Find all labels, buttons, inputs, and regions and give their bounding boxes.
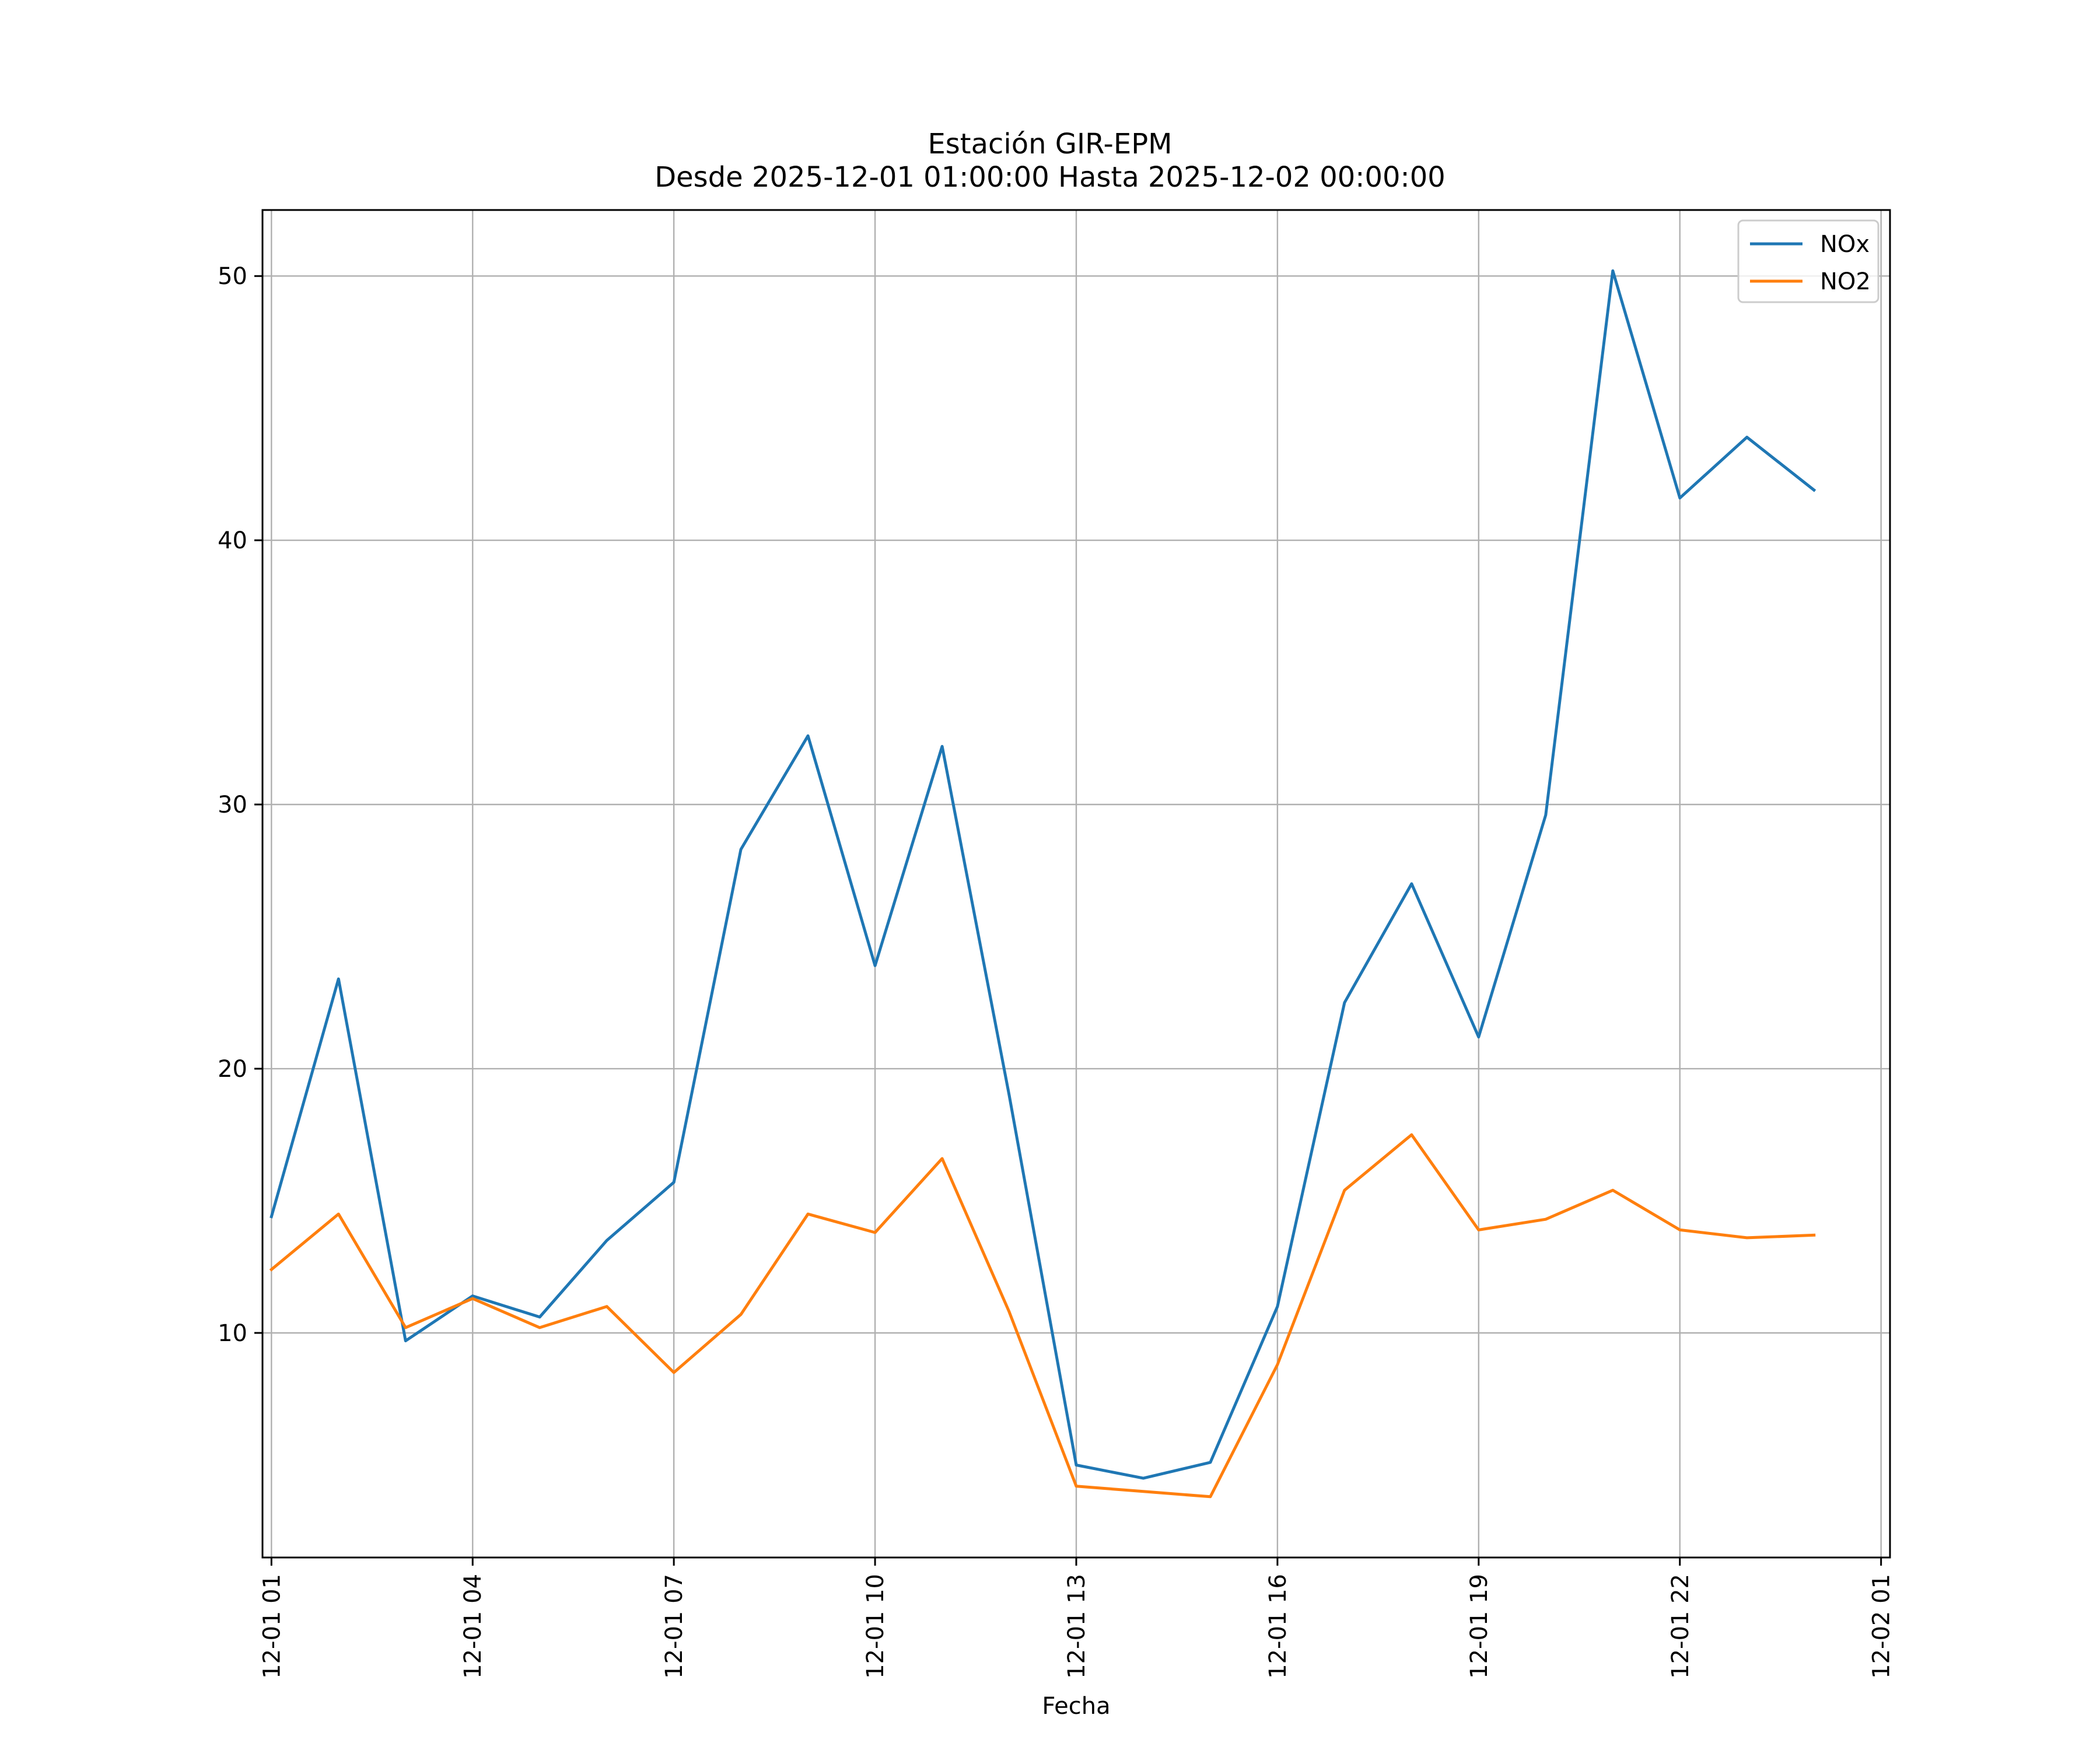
legend: NOx NO2	[1737, 219, 1880, 303]
x-axis-label: Fecha	[1042, 1693, 1110, 1720]
chart-subtitle: Desde 2025-12-01 01:00:00 Hasta 2025-12-…	[654, 161, 1446, 194]
x-tick-label: 12-01 22	[1667, 1574, 1694, 1679]
x-tick-label: 12-01 19	[1466, 1574, 1493, 1679]
series-line-nox	[270, 269, 1817, 1480]
legend-label-nox: NOx	[1820, 231, 1870, 258]
y-tick-label: 50	[218, 263, 247, 290]
grid-lines	[262, 210, 1890, 1558]
series-line-no2	[269, 1133, 1816, 1499]
x-tick-label: 12-01 01	[258, 1574, 285, 1679]
x-tick-label: 12-01 16	[1265, 1574, 1292, 1679]
x-tick-label: 12-02 01	[1868, 1574, 1895, 1679]
x-tick-label: 12-01 10	[862, 1574, 889, 1679]
y-tick-label: 10	[218, 1320, 247, 1347]
x-tick-label: 12-01 13	[1063, 1574, 1090, 1679]
x-tick-label: 12-01 04	[460, 1574, 487, 1679]
chart-title: Estación GIR-EPM	[928, 128, 1172, 160]
x-axis: 12-01 01 12-01 04 12-01 07 12-01 10 12-01 13…	[258, 1558, 1895, 1679]
legend-label-no2: NO2	[1820, 268, 1871, 295]
x-tick-label: 12-01 07	[661, 1574, 688, 1679]
y-tick-label: 20	[218, 1056, 247, 1083]
y-axis: 10 20 30 40 50	[218, 263, 262, 1347]
y-tick-label: 30	[218, 792, 247, 818]
y-tick-label: 40	[218, 527, 247, 554]
series-lines	[269, 269, 1817, 1499]
